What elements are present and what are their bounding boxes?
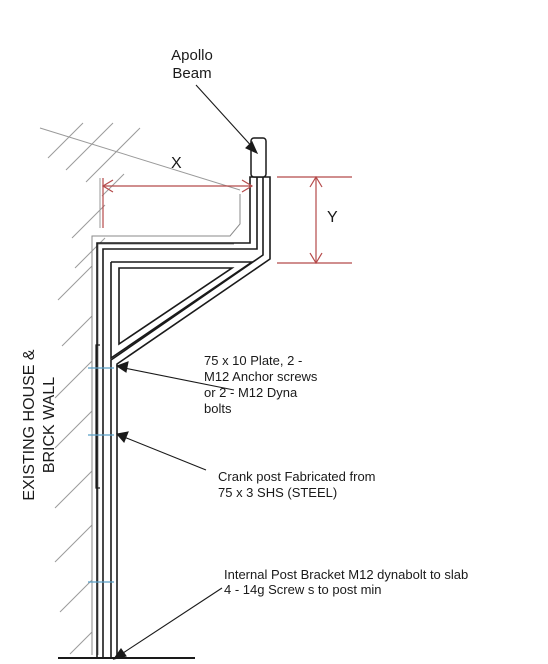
crank-post-note-line2: 75 x 3 SHS (STEEL) — [218, 485, 338, 500]
dimension-x-label: X — [171, 155, 182, 172]
bracket-note-line1: Internal Post Bracket M12 dynabolt to sl… — [224, 567, 469, 582]
leader-arrows — [112, 84, 259, 660]
bracket-note-line2: 4 - 14g Screw s to post min — [224, 582, 382, 597]
fixing-plate — [95, 344, 100, 489]
bracket-note: Internal Post Bracket M12 dynabolt to sl… — [224, 567, 468, 597]
crank-post-note: Crank post Fabricated from 75 x 3 SHS (S… — [218, 469, 376, 501]
roof-outline — [39, 127, 241, 228]
fixing-bolt-marks — [88, 367, 114, 583]
wall-hatching — [47, 122, 141, 655]
plate-note-line3: or 2 - M12 Dyna — [204, 385, 298, 400]
existing-wall-outline — [91, 194, 241, 655]
plate-note: 75 x 10 Plate, 2 - M12 Anchor screws or … — [204, 353, 317, 417]
plate-note-line1: 75 x 10 Plate, 2 - — [204, 353, 303, 368]
dimension-y-label: Y — [327, 209, 338, 226]
plate-note-line2: M12 Anchor screws — [204, 369, 318, 384]
beam-label: Apollo Beam — [152, 47, 232, 83]
wall-label-line1: EXISTING HOUSE & — [21, 349, 38, 501]
dimension-y — [277, 175, 352, 265]
dimension-x — [101, 178, 254, 228]
beam-label-line1: Apollo — [171, 47, 213, 64]
crank-post — [96, 176, 271, 658]
plate-note-line4: bolts — [204, 401, 232, 416]
beam-label-line2: Beam — [172, 65, 212, 82]
wall-label: EXISTING HOUSE & BRICK WALL — [20, 305, 110, 545]
crank-post-note-line1: Crank post Fabricated from — [218, 469, 376, 484]
wall-label-line2: BRICK WALL — [41, 376, 58, 474]
